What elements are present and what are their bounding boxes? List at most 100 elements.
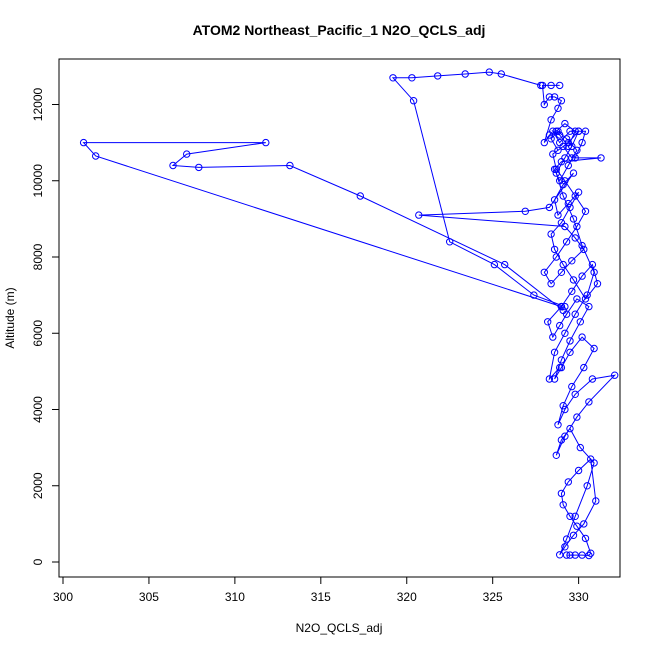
data-point <box>561 302 569 311</box>
data-point <box>550 245 559 254</box>
data-point <box>588 375 597 383</box>
data-point <box>554 421 562 429</box>
data-point <box>545 203 554 212</box>
data-point <box>497 70 505 78</box>
y-axis: 0 2000 4000 6000 8000 10000 12000 <box>31 87 60 565</box>
x-tick-label: 330 <box>569 590 589 604</box>
x-tick-label: 325 <box>483 590 503 604</box>
series-line-3 <box>82 142 564 311</box>
data-point <box>550 348 559 356</box>
data-point <box>585 302 593 311</box>
data-point <box>556 81 564 90</box>
data-point <box>583 291 591 299</box>
data-point <box>559 306 567 315</box>
data-point <box>571 154 579 162</box>
data-point <box>540 138 548 147</box>
data-point <box>571 390 579 398</box>
data-point <box>286 161 294 170</box>
data-point <box>557 97 566 105</box>
data-point <box>556 321 564 330</box>
y-tick-label: 8000 <box>31 243 45 270</box>
data-point <box>561 329 569 337</box>
y-tick-label: 0 <box>31 558 45 565</box>
data-point <box>490 260 499 269</box>
data-point <box>562 135 571 143</box>
data-point <box>461 70 469 78</box>
data-point <box>569 531 578 539</box>
data-point <box>571 192 579 200</box>
data-point <box>590 344 598 353</box>
data-point <box>580 363 588 372</box>
data-point <box>556 138 564 147</box>
data-point <box>561 119 569 128</box>
data-point <box>557 489 566 498</box>
data-point <box>592 497 600 505</box>
data-point <box>578 138 586 147</box>
data-point <box>552 253 560 261</box>
data-point <box>557 268 566 276</box>
data-point <box>485 68 493 76</box>
data-point <box>561 405 569 414</box>
data-point <box>566 348 574 356</box>
data-point <box>566 337 574 345</box>
data-point <box>408 74 416 82</box>
data-point <box>559 402 567 410</box>
data-point <box>195 163 203 172</box>
data-point <box>545 131 554 139</box>
data-point <box>544 318 552 326</box>
data-point <box>547 230 555 238</box>
data-point <box>92 152 100 160</box>
data-point <box>556 551 564 559</box>
data-point <box>537 81 545 90</box>
data-point <box>557 356 566 364</box>
data-point <box>566 127 574 135</box>
data-point <box>415 211 423 219</box>
data-point <box>585 398 593 406</box>
data-point <box>559 192 567 200</box>
data-point <box>554 211 562 219</box>
data-point <box>564 199 572 208</box>
x-axis: 300 305 310 315 320 325 330 <box>53 576 589 604</box>
data-point <box>566 551 574 559</box>
data-point <box>611 371 619 379</box>
data-point <box>547 280 555 288</box>
data-point <box>554 104 562 113</box>
data-point <box>581 207 590 216</box>
data-point <box>581 295 590 303</box>
data-point <box>566 424 574 433</box>
data-point <box>550 165 559 174</box>
data-point <box>583 482 591 490</box>
series-line-2 <box>391 71 566 308</box>
data-point <box>552 451 560 459</box>
data-point <box>554 146 562 155</box>
data-point <box>573 146 581 155</box>
data-point <box>574 466 583 475</box>
series-points <box>79 68 619 560</box>
data-point <box>552 127 560 135</box>
data-point <box>562 238 571 246</box>
data-point <box>573 413 581 421</box>
data-point <box>549 333 557 341</box>
data-point <box>556 177 564 185</box>
data-point <box>389 74 397 82</box>
data-point <box>576 318 584 326</box>
data-point <box>581 127 590 135</box>
x-axis-label: N2O_QCLS_adj <box>296 621 383 635</box>
data-point <box>557 302 566 311</box>
data-point <box>559 501 567 509</box>
data-point <box>566 512 574 520</box>
chart-title: ATOM2 Northeast_Pacific_1 N2O_QCLS_adj <box>193 22 486 38</box>
data-point <box>574 127 583 135</box>
plot-area <box>58 58 621 578</box>
data-point <box>569 276 578 284</box>
y-tick-label: 4000 <box>31 396 45 423</box>
data-point <box>547 116 555 124</box>
data-point <box>547 81 555 90</box>
data-point <box>521 207 529 216</box>
x-tick-label: 305 <box>139 590 159 604</box>
data-point <box>573 222 581 231</box>
data-point <box>561 222 569 231</box>
data-point <box>559 260 567 269</box>
y-tick-label: 12000 <box>31 87 45 121</box>
data-point <box>578 272 586 280</box>
